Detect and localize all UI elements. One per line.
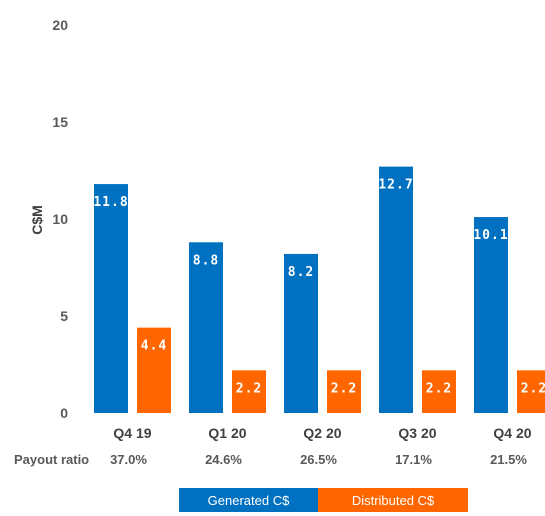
bar-data-label: 10.1 — [473, 228, 508, 243]
generated-bar — [379, 166, 413, 413]
x-category-label: Q2 20 — [303, 425, 341, 441]
generated-bar — [189, 242, 223, 413]
y-axis-ticks: 0 5 10 15 20 — [52, 17, 68, 421]
distributed-bar — [137, 327, 171, 413]
generated-bar — [94, 184, 128, 413]
payout-ratio-value: 24.6% — [205, 452, 242, 467]
x-category-label: Q4 20 — [493, 425, 531, 441]
bar-data-label: 12.7 — [378, 178, 413, 193]
y-tick-label: 20 — [52, 17, 68, 33]
legend-swatch — [318, 488, 468, 512]
y-tick-label: 10 — [52, 211, 68, 227]
distributed-bar — [517, 370, 545, 413]
generated-bar — [284, 253, 318, 413]
distributed-bar — [232, 370, 266, 413]
legend-label: Generated C$ — [208, 493, 290, 508]
distributed-bar — [327, 370, 361, 413]
payout-ratio-value: 26.5% — [300, 452, 337, 467]
y-tick-label: 0 — [60, 405, 68, 421]
x-category-label: Q4 19 — [113, 425, 151, 441]
bar-data-label: 11.8 — [93, 195, 128, 210]
legend-label: Distributed C$ — [352, 493, 435, 508]
y-tick-label: 15 — [52, 114, 68, 130]
bar-data-label: 4.4 — [141, 339, 167, 354]
payout-ratio-value: 37.0% — [110, 452, 147, 467]
category-labels: Q4 19 Q1 20 Q2 20 Q3 20 Q4 20 — [113, 425, 531, 441]
generated-bar — [474, 217, 508, 413]
x-category-label: Q1 20 — [208, 425, 246, 441]
legend-swatch — [179, 488, 318, 512]
bar-data-label: 2.2 — [521, 381, 545, 396]
payout-ratio-value: 17.1% — [395, 452, 432, 467]
payout-ratio-values: 37.0% 24.6% 26.5% 17.1% 21.5% — [110, 452, 527, 467]
bar-data-label: 8.8 — [193, 253, 219, 268]
bar-data-label: 2.2 — [331, 381, 357, 396]
bar-data-label: 2.2 — [236, 381, 262, 396]
bars: 11.8 4.4 8.8 2.2 8.2 2.2 12.7 2.2 10.1 2.2 — [93, 166, 545, 413]
x-category-label: Q3 20 — [398, 425, 436, 441]
bar-data-label: 2.2 — [426, 381, 452, 396]
payout-ratio-label: Payout ratio — [14, 452, 89, 467]
y-tick-label: 5 — [60, 308, 68, 324]
bar-data-label: 8.2 — [288, 265, 314, 280]
payout-ratio-value: 21.5% — [490, 452, 527, 467]
y-axis-label: C$M — [29, 205, 45, 235]
legend: Generated C$ Distributed C$ — [179, 488, 468, 512]
distributed-bar — [422, 370, 456, 413]
